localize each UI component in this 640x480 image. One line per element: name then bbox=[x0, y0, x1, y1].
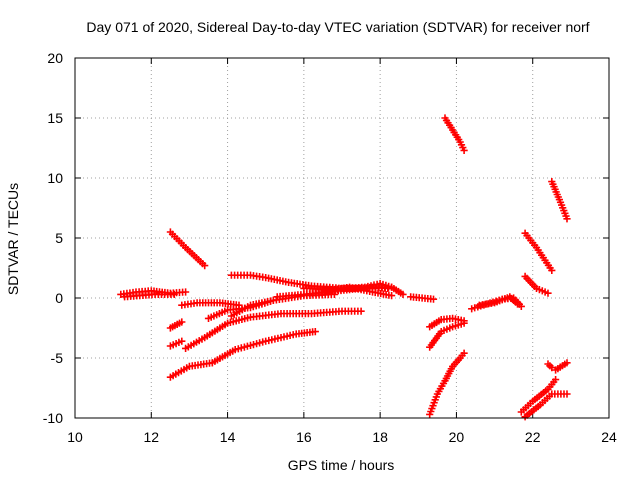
x-axis-label: GPS time / hours bbox=[288, 457, 395, 473]
series-arc-20 bbox=[426, 349, 468, 418]
series-arc-2 bbox=[121, 290, 178, 301]
data-point-markers bbox=[521, 229, 556, 274]
data-point-markers bbox=[521, 390, 571, 421]
series-arc-26 bbox=[544, 360, 556, 372]
series-arc-23 bbox=[521, 229, 556, 274]
data-point-markers bbox=[182, 307, 365, 352]
data-point-markers bbox=[548, 178, 571, 223]
x-tick-label: 12 bbox=[143, 429, 159, 445]
data-point-markers bbox=[178, 299, 243, 309]
y-tick-label: 0 bbox=[55, 290, 63, 306]
series-arc-11 bbox=[227, 296, 277, 320]
data-point-markers bbox=[426, 349, 468, 418]
series-arc-5 bbox=[166, 337, 186, 350]
series-arc-3 bbox=[166, 228, 209, 270]
data-point-markers bbox=[426, 319, 468, 351]
data-point-markers bbox=[166, 318, 186, 332]
series-arc-17 bbox=[441, 114, 468, 154]
data-point-markers bbox=[441, 114, 468, 154]
series-arc-9 bbox=[178, 299, 243, 309]
series-arc-28 bbox=[517, 376, 560, 416]
y-tick-label: 15 bbox=[47, 110, 63, 126]
y-tick-label: -5 bbox=[51, 350, 64, 366]
x-tick-label: 14 bbox=[220, 429, 236, 445]
data-point-markers bbox=[521, 272, 552, 297]
data-point-markers bbox=[552, 359, 571, 374]
data-point-markers bbox=[208, 328, 319, 367]
x-tick-labels: 10 12 14 16 18 20 22 24 bbox=[67, 429, 617, 445]
series-arc-24 bbox=[521, 272, 552, 297]
x-tick-label: 22 bbox=[525, 429, 541, 445]
y-tick-label: -10 bbox=[43, 410, 63, 426]
series-arc-29 bbox=[521, 390, 571, 421]
data-point-markers bbox=[166, 359, 216, 381]
x-tick-label: 20 bbox=[449, 429, 465, 445]
plot-frame bbox=[74, 57, 610, 419]
series-arc-19 bbox=[426, 319, 468, 351]
data-point-markers bbox=[407, 293, 438, 303]
x-tick-label: 10 bbox=[67, 429, 83, 445]
data-point-markers bbox=[121, 290, 178, 301]
data-point-markers bbox=[475, 293, 522, 309]
x-tick-label: 16 bbox=[296, 429, 312, 445]
series-arc-15 bbox=[323, 283, 396, 300]
series-arc-4 bbox=[166, 318, 186, 332]
data-point-markers bbox=[166, 337, 186, 350]
data-points bbox=[117, 114, 571, 421]
chart-title: Day 071 of 2020, Sidereal Day-to-day VTE… bbox=[86, 19, 589, 35]
series-arc-18 bbox=[426, 314, 468, 331]
data-point-markers bbox=[323, 283, 396, 300]
y-tick-label: 20 bbox=[47, 50, 63, 66]
data-point-markers bbox=[544, 360, 556, 372]
series-arc-16 bbox=[407, 293, 438, 303]
y-axis-label: SDTVAR / TECUs bbox=[5, 183, 21, 295]
series-arc-25 bbox=[548, 178, 571, 223]
series-arc-7 bbox=[182, 307, 365, 352]
y-tick-label: 5 bbox=[55, 230, 63, 246]
series-arc-8 bbox=[208, 328, 319, 367]
data-point-markers bbox=[426, 314, 468, 331]
data-point-markers bbox=[227, 296, 277, 320]
series-arc-27 bbox=[552, 359, 571, 374]
y-tick-labels: -10 -5 0 5 10 15 20 bbox=[43, 50, 63, 426]
x-tick-label: 24 bbox=[601, 429, 617, 445]
y-tick-label: 10 bbox=[47, 170, 63, 186]
series-arc-22 bbox=[475, 293, 522, 309]
series-arc-6 bbox=[166, 359, 216, 381]
x-tick-label: 18 bbox=[372, 429, 388, 445]
data-point-markers bbox=[166, 228, 209, 270]
data-point-markers bbox=[517, 376, 560, 416]
